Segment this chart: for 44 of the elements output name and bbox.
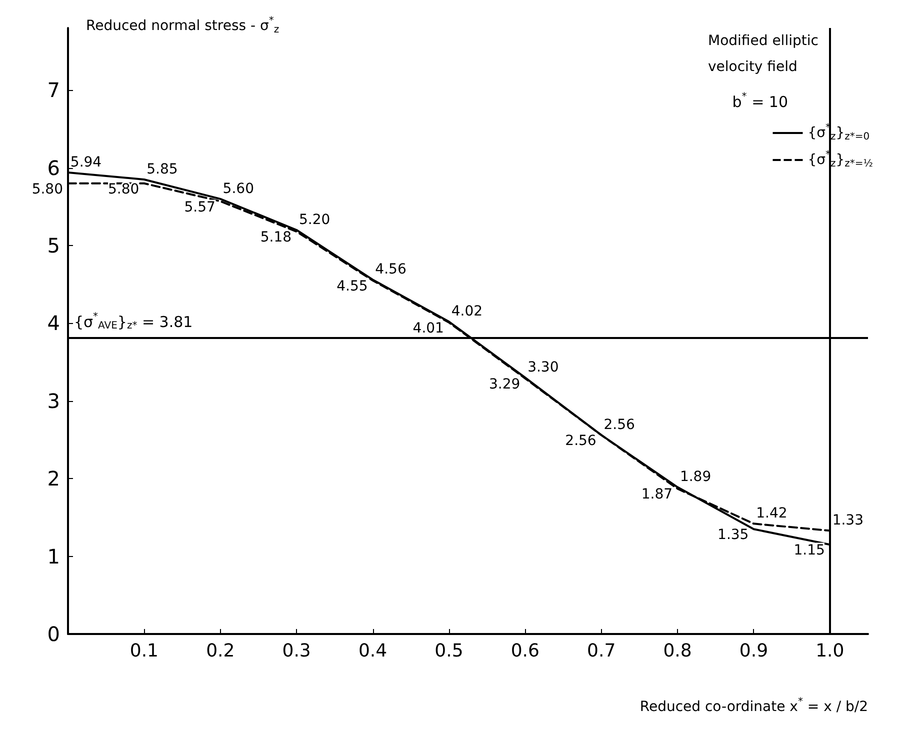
x-tick-label: 0.6 xyxy=(510,640,540,662)
x-tick-label: 1.0 xyxy=(816,640,844,662)
data-label: 4.56 xyxy=(375,262,406,278)
x-tick-label: 0.4 xyxy=(358,640,388,662)
x-tick-label: 0.8 xyxy=(663,640,692,662)
y-tick-label: 7 xyxy=(47,78,60,102)
data-label: 2.56 xyxy=(565,433,596,450)
data-label: 1.33 xyxy=(832,512,864,529)
x-tick-label: 0.7 xyxy=(587,640,616,662)
y-tick-label: 1 xyxy=(47,544,60,568)
data-label: 1.15 xyxy=(794,542,825,559)
y-tick-label: 5 xyxy=(47,234,60,258)
y-tick-label: 6 xyxy=(47,156,60,180)
annotation: b* = 10 xyxy=(732,92,788,111)
x-tick-label: 0.3 xyxy=(282,640,311,662)
x-tick-label: 0.5 xyxy=(434,640,464,662)
x-tick-label: 0.2 xyxy=(206,640,235,662)
legend-title: Modified elliptic velocity field xyxy=(708,33,823,75)
data-label: 1.42 xyxy=(756,506,788,522)
data-label: 5.18 xyxy=(260,230,292,246)
data-label: 1.89 xyxy=(680,469,712,486)
y-tick-label: 2 xyxy=(47,466,60,491)
x-axis-title: Reduced co-ordinate x* = x / b/2 xyxy=(640,696,868,715)
data-label: 5.57 xyxy=(184,199,216,216)
data-label: 4.01 xyxy=(412,320,444,336)
data-label: 4.55 xyxy=(336,278,368,294)
data-label: 5.80 xyxy=(108,181,140,198)
y-tick-label: 4 xyxy=(47,311,60,336)
x-tick-label: 0.9 xyxy=(739,640,768,662)
y-axis-title: Reduced normal stress - σ*z xyxy=(86,16,280,36)
data-label: 5.80 xyxy=(32,181,63,198)
data-label: 4.02 xyxy=(451,304,483,320)
data-label: 5.60 xyxy=(222,180,254,197)
data-label: 1.35 xyxy=(718,527,749,544)
data-label: 5.85 xyxy=(146,162,178,178)
y-tick-label: 0 xyxy=(47,622,60,646)
data-label: 3.30 xyxy=(528,360,559,376)
data-label: 2.56 xyxy=(604,417,636,434)
x-tick-label: 0.1 xyxy=(130,640,159,662)
data-label: 5.94 xyxy=(70,154,102,171)
data-label: 1.87 xyxy=(641,486,673,503)
data-label: 3.29 xyxy=(488,376,520,392)
y-tick-label: 3 xyxy=(47,388,60,413)
data-label: 5.20 xyxy=(298,212,330,228)
